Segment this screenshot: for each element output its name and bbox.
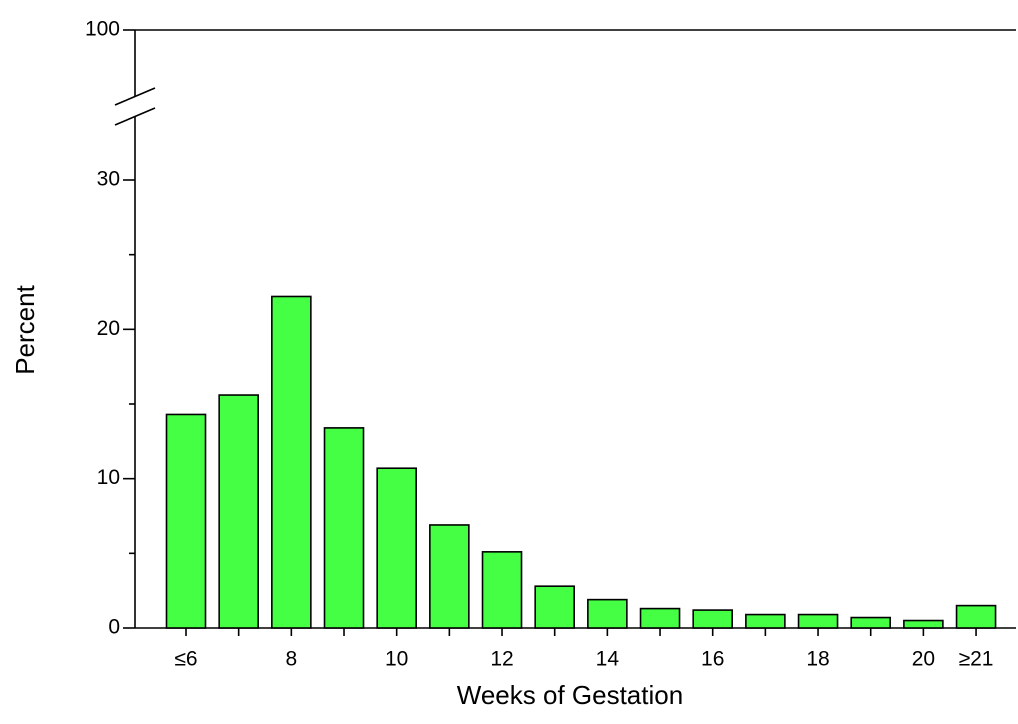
y-tick-label: 10 (97, 466, 120, 489)
y-tick-label: 30 (97, 168, 120, 191)
x-tick-label: 10 (385, 648, 408, 671)
bar (429, 524, 470, 629)
x-tick-label: 16 (701, 648, 724, 671)
y-axis-label: Percent (10, 284, 40, 374)
bar (903, 619, 944, 629)
bar (587, 598, 628, 629)
y-tick-label: 100 (85, 18, 120, 41)
x-tick-label: ≥21 (959, 648, 994, 671)
bar (955, 604, 997, 629)
y-tick-label: 0 (108, 616, 120, 639)
bar (745, 613, 786, 629)
x-tick-label: 14 (596, 648, 620, 671)
y-tick-label: 20 (97, 317, 120, 340)
bar (692, 609, 734, 629)
bar (218, 394, 259, 629)
bar (797, 613, 839, 629)
x-tick-label: 12 (490, 648, 513, 671)
x-tick-label: 8 (285, 648, 297, 671)
x-tick-label: 20 (912, 648, 935, 671)
bar (639, 607, 681, 629)
bar (376, 467, 417, 629)
bar (323, 427, 365, 629)
bar (534, 585, 575, 629)
x-tick-label: 18 (806, 648, 829, 671)
x-axis-label: Weeks of Gestation (457, 680, 683, 710)
bar (481, 551, 523, 629)
bar (850, 616, 892, 629)
bar (271, 295, 312, 629)
x-tick-label: ≤6 (174, 648, 197, 671)
bar (165, 413, 207, 629)
axis-break-mark (114, 107, 156, 126)
axis-break-mark (114, 87, 156, 106)
